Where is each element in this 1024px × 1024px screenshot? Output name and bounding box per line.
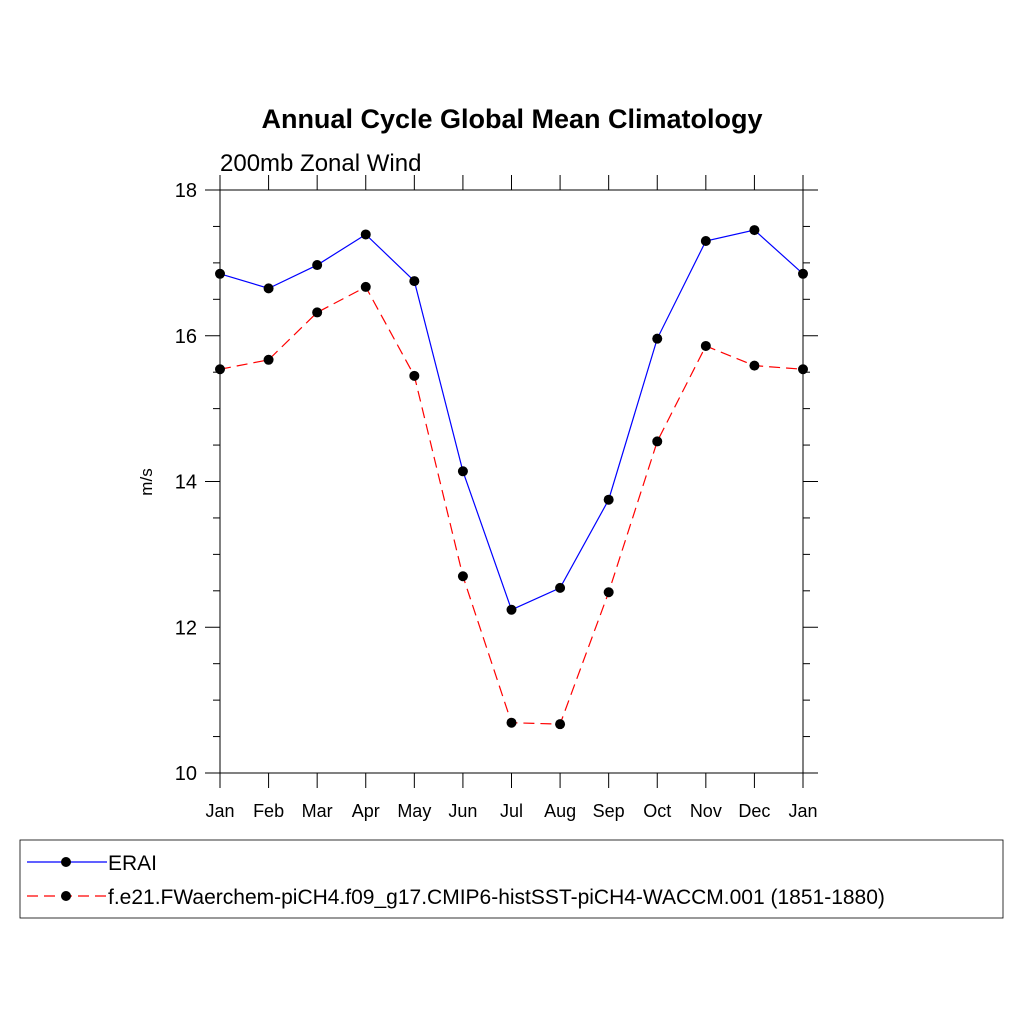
chart-title: Annual Cycle Global Mean Climatology xyxy=(261,104,762,134)
x-tick-label: May xyxy=(397,801,431,821)
legend-marker xyxy=(61,891,71,901)
data-point xyxy=(798,364,808,375)
x-tick-label: Jan xyxy=(788,801,817,821)
x-tick-label: Sep xyxy=(593,801,625,821)
series-1 xyxy=(215,225,808,615)
data-point xyxy=(555,582,566,593)
data-point xyxy=(603,494,614,505)
x-tick-label: Oct xyxy=(643,801,671,821)
y-tick-label: 12 xyxy=(175,617,197,639)
data-point xyxy=(798,268,808,279)
x-tick-label: Jul xyxy=(500,801,523,821)
x-tick-label: Aug xyxy=(544,801,576,821)
legend: ERAI f.e21.FWaerchem-piCH4.f09_g17.CMIP6-… xyxy=(19,839,1004,919)
data-point xyxy=(215,364,225,375)
legend-label: ERAI xyxy=(108,852,157,875)
y-tick-label: 18 xyxy=(175,180,197,202)
chart-subtitle: 200mb Zonal Wind xyxy=(220,150,421,177)
data-point xyxy=(215,268,225,279)
legend-marker xyxy=(61,857,71,867)
data-point xyxy=(409,276,420,287)
x-tick-label: Feb xyxy=(253,801,284,821)
legend-label: f.e21.FWaerchem-piCH4.f09_g17.CMIP6-hist… xyxy=(108,886,885,909)
legend-box xyxy=(19,839,1004,919)
data-point xyxy=(700,340,711,351)
series-line xyxy=(219,286,804,725)
plot-frame xyxy=(219,189,804,774)
data-point xyxy=(263,354,274,365)
data-point xyxy=(506,604,517,615)
data-point xyxy=(312,307,323,318)
data-point xyxy=(506,717,517,728)
data-point xyxy=(749,360,760,371)
y-tick-label: 16 xyxy=(175,326,197,348)
x-tick-label: Dec xyxy=(738,801,770,821)
data-point xyxy=(457,571,468,582)
axes: 10 12 14 16 18 Jan Feb Mar Apr May Jun Jul Aug Sep Oct… xyxy=(175,175,818,821)
data-point xyxy=(457,466,468,477)
data-point xyxy=(312,260,323,271)
data-point xyxy=(652,436,663,447)
x-tick-label: Apr xyxy=(352,801,380,821)
y-axis-label: m/s xyxy=(137,468,156,495)
data-point xyxy=(360,229,371,240)
data-point xyxy=(749,225,760,236)
data-point xyxy=(409,370,420,381)
y-tick-label: 10 xyxy=(175,763,197,785)
data-point xyxy=(700,236,711,247)
series-2 xyxy=(215,281,808,730)
data-point xyxy=(652,333,663,344)
x-tick-label: Jan xyxy=(205,801,234,821)
series-layer xyxy=(215,225,808,730)
y-tick-label: 14 xyxy=(175,472,197,494)
series-line xyxy=(219,229,804,611)
data-point xyxy=(555,719,566,730)
data-point xyxy=(263,283,274,294)
data-point xyxy=(360,281,371,292)
x-tick-label: Mar xyxy=(302,801,333,821)
x-tick-label: Jun xyxy=(448,801,477,821)
x-tick-label: Nov xyxy=(690,801,722,821)
data-point xyxy=(603,587,614,598)
